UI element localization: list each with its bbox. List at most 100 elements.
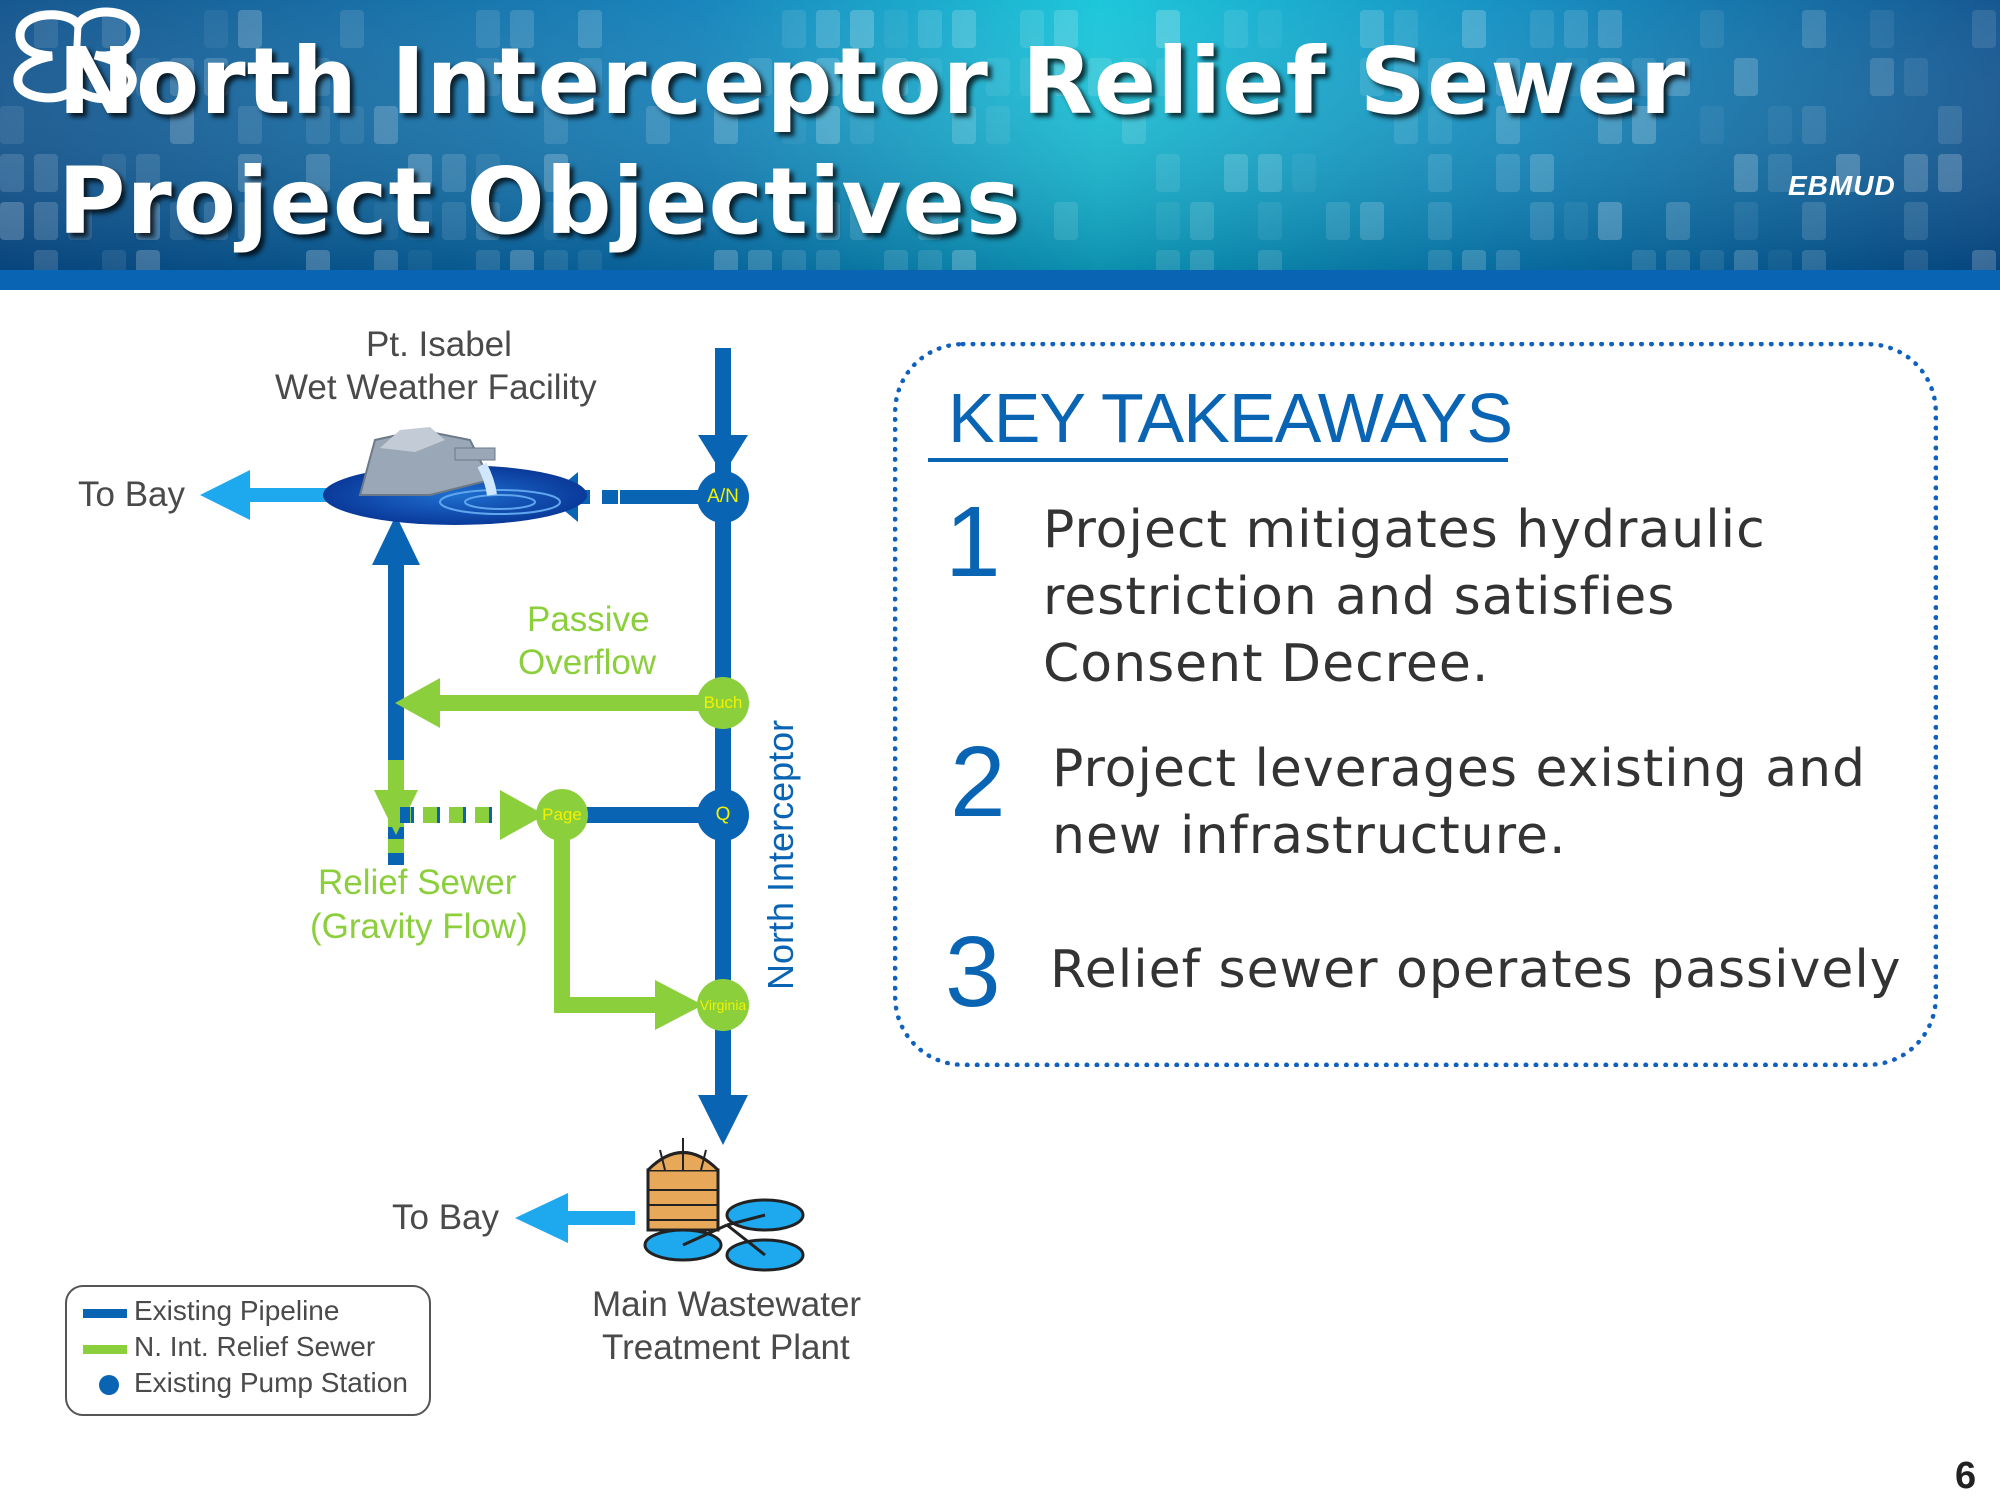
- header-pattern-tile: [1564, 58, 1588, 96]
- legend-item-pump-station: Existing Pump Station: [67, 1367, 427, 1401]
- to-bay-bottom-arrowhead: [515, 1193, 568, 1243]
- page-number: 6: [1955, 1455, 1977, 1497]
- header-pattern-tile: [850, 106, 874, 144]
- plant-label-line-2: Treatment Plant: [602, 1328, 850, 1367]
- facility-label-line-2: Wet Weather Facility: [275, 368, 597, 407]
- header-pattern-tile: [0, 106, 24, 144]
- takeaway-3-number: 3: [945, 916, 1001, 1028]
- key-takeaways-underline: [928, 458, 1508, 462]
- header-pattern-tile: [1802, 10, 1826, 48]
- header-pattern-tile: [816, 10, 840, 48]
- header-pattern-tile: [1326, 202, 1350, 240]
- header-pattern-tile: [1496, 106, 1520, 144]
- takeaway-2-text: Project leverages existing and new infra…: [1052, 736, 1866, 870]
- slide-header: North Interceptor Relief Sewer Project O…: [0, 0, 2000, 270]
- header-pattern-tile: [1190, 202, 1214, 240]
- header-pattern-tile: [918, 58, 942, 96]
- legend-swatch-existing-pipeline: [83, 1309, 127, 1318]
- header-pattern-tile: [1734, 58, 1758, 96]
- header-pattern-tile: [1870, 58, 1894, 96]
- header-pattern-tile: [1564, 10, 1588, 48]
- header-pattern-tile: [782, 10, 806, 48]
- takeaway-2-number: 2: [950, 726, 1006, 838]
- interceptor-arrow-top: [698, 435, 748, 475]
- header-pattern-tile: [1428, 154, 1452, 192]
- legend-label-relief-sewer: N. Int. Relief Sewer: [134, 1331, 376, 1362]
- header-pattern-tile: [238, 202, 262, 240]
- header-pattern-tile: [136, 154, 160, 192]
- header-pattern-tile: [714, 106, 738, 144]
- header-pattern-tile: [238, 154, 262, 192]
- header-pattern-tile: [102, 250, 126, 270]
- header-pattern-tile: [816, 250, 840, 270]
- header-pattern-tile: [1122, 58, 1146, 96]
- header-pattern-tile: [1428, 58, 1452, 96]
- header-pattern-tile: [884, 58, 908, 96]
- takeaway-3-text: Relief sewer operates passively: [1050, 937, 1902, 1004]
- node-buch-label: Buch: [703, 693, 743, 712]
- diagram-legend: Existing Pipeline N. Int. Relief Sewer E…: [65, 1285, 431, 1416]
- header-pattern-tile: [884, 250, 908, 270]
- header-pattern-tile: [306, 58, 330, 96]
- flow-diagram: Pt. Isabel Wet Weather Facility To Bay T…: [0, 290, 900, 1470]
- node-an-label: A/N: [707, 486, 739, 507]
- header-pattern-tile: [1360, 10, 1384, 48]
- header-pattern-tile: [34, 202, 58, 240]
- header-pattern-tile: [1598, 58, 1622, 96]
- takeaway-2-line-2: new infrastructure.: [1052, 806, 1567, 866]
- header-pattern-tile: [102, 10, 126, 48]
- header-pattern-tile: [782, 106, 806, 144]
- header-pattern-tile: [1224, 10, 1248, 48]
- header-pattern-tile: [408, 202, 432, 240]
- node-page: [536, 789, 588, 841]
- node-q-label: Q: [715, 804, 731, 825]
- header-pattern-tile: [408, 250, 432, 270]
- node-buch: [697, 677, 749, 729]
- header-pattern-tile: [1870, 10, 1894, 48]
- header-pattern-tile: [1768, 106, 1792, 144]
- header-pattern-tile: [510, 250, 534, 270]
- legend-label-pump-station: Existing Pump Station: [134, 1367, 408, 1398]
- header-rule: [0, 270, 2000, 290]
- takeaway-1-number: 1: [945, 486, 1001, 598]
- header-pattern-tile: [34, 250, 58, 270]
- header-pattern-tile: [1428, 250, 1452, 270]
- header-pattern-tile: [1904, 154, 1928, 192]
- header-pattern-tile: [1666, 202, 1690, 240]
- header-pattern-tile: [1496, 58, 1520, 96]
- header-pattern-tile: [1904, 202, 1928, 240]
- header-pattern-tile: [850, 10, 874, 48]
- header-pattern-tile: [986, 58, 1010, 96]
- header-pattern-tile: [714, 250, 738, 270]
- header-pattern-tile: [1360, 202, 1384, 240]
- header-pattern-tile: [0, 202, 24, 240]
- header-pattern-tile: [1224, 154, 1248, 192]
- header-pattern-tile: [374, 202, 398, 240]
- to-bay-top-arrowhead: [200, 470, 250, 520]
- header-pattern-tile: [1462, 10, 1486, 48]
- header-pattern-tile: [1020, 58, 1044, 96]
- header-pattern-tile: [646, 106, 670, 144]
- header-pattern-tile: [442, 154, 466, 192]
- header-pattern-tile: [952, 106, 976, 144]
- relief-sewer-label-line-2: (Gravity Flow): [310, 907, 528, 946]
- slide-title-line-2: Project Objectives: [58, 148, 1022, 255]
- header-pattern-tile: [1530, 10, 1554, 48]
- header-pattern-tile: [1156, 10, 1180, 48]
- header-pattern-tile: [544, 154, 568, 192]
- header-pattern-tile: [1156, 202, 1180, 240]
- takeaway-1-line-3: Consent Decree.: [1043, 634, 1490, 694]
- header-pattern-tile: [306, 250, 330, 270]
- slide-title-line-1: North Interceptor Relief Sewer: [58, 28, 1687, 135]
- header-pattern-tile: [1598, 202, 1622, 240]
- header-pattern-tile: [1428, 202, 1452, 240]
- header-pattern-tile: [1156, 58, 1180, 96]
- node-page-label: Page: [542, 805, 582, 824]
- header-pattern-tile: [1632, 106, 1656, 144]
- header-pattern-tile: [1666, 58, 1690, 96]
- header-pattern-tile: [850, 202, 874, 240]
- header-pattern-tile: [1972, 250, 1996, 270]
- header-pattern-tile: [1666, 250, 1690, 270]
- header-pattern-tile: [204, 202, 228, 240]
- header-pattern-tile: [68, 202, 92, 240]
